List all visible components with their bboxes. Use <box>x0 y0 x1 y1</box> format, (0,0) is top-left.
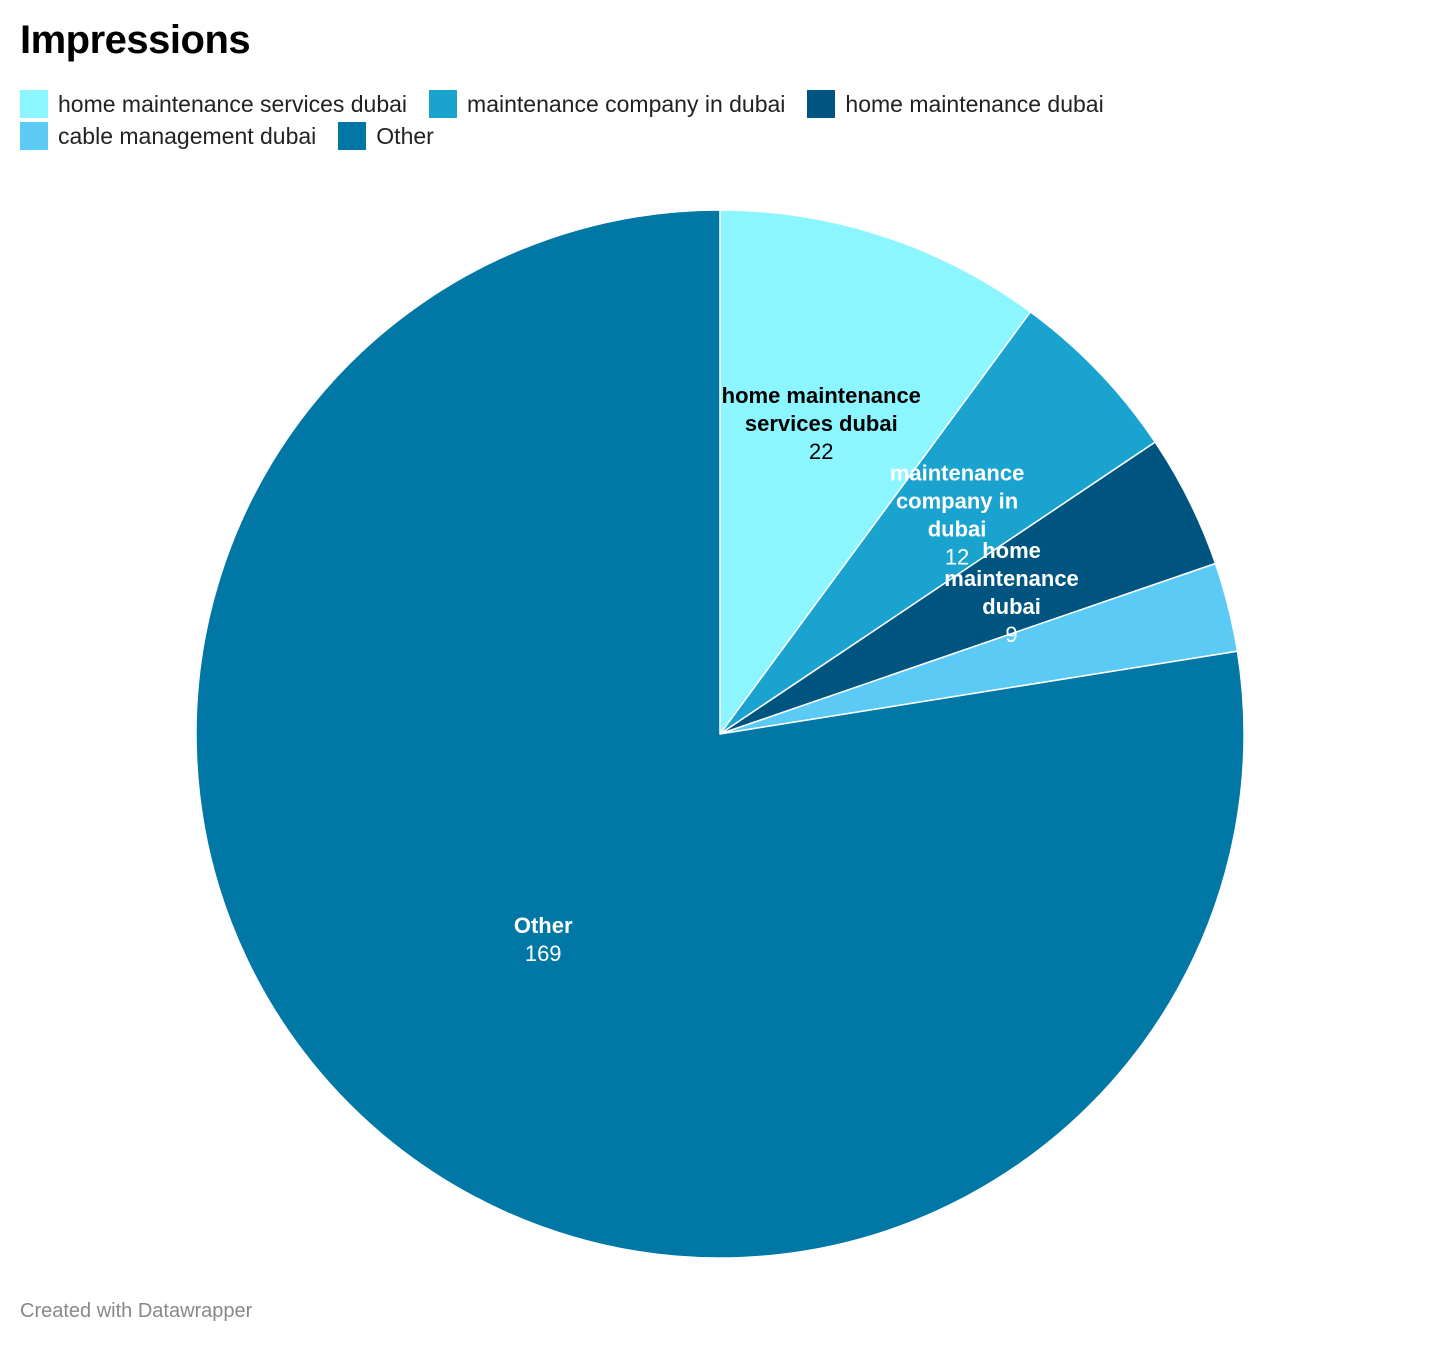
slice-label-maintenance-company-in-dubai: maintenance company in dubai 12 <box>890 460 1025 569</box>
legend-item-home-maintenance-dubai: home maintenance dubai <box>807 90 1104 118</box>
legend-item-home-maintenance-services-dubai: home maintenance services dubai <box>20 90 407 118</box>
pie-slice-other <box>195 209 1245 1259</box>
chart-title: Impressions <box>20 18 251 62</box>
slice-label-text: company in <box>896 488 1018 513</box>
slice-value-text: 9 <box>1005 622 1017 647</box>
legend-swatch <box>20 122 48 150</box>
slice-label-text: services dubai <box>745 411 898 436</box>
legend-label: Other <box>376 122 434 149</box>
legend-swatch <box>429 90 458 118</box>
legend-label: home maintenance dubai <box>845 90 1104 117</box>
slice-label-home-maintenance-dubai: home maintenance dubai 9 <box>944 538 1079 647</box>
slice-label-other: Other 169 <box>514 913 573 966</box>
footer-credit: Created with Datawrapper <box>20 1300 253 1322</box>
slice-label-text: home maintenance <box>722 383 921 408</box>
pie-slice-home-maintenance-services-dubai <box>719 209 1032 735</box>
legend: home maintenance services dubai maintena… <box>20 88 1420 152</box>
slice-label-text: maintenance <box>944 566 1079 591</box>
slice-label-text: maintenance <box>890 460 1025 485</box>
slice-label-text: home <box>982 538 1041 563</box>
slice-label-text: dubai <box>928 516 987 541</box>
legend-swatch <box>807 90 836 118</box>
legend-label: home maintenance services dubai <box>58 90 408 117</box>
slice-value-text: 169 <box>525 941 562 966</box>
legend-item-other: Other <box>338 122 434 150</box>
legend-row: home maintenance services dubai maintena… <box>20 88 1420 120</box>
slice-value-text: 12 <box>945 544 969 569</box>
slice-label-text: Other <box>514 913 573 938</box>
pie-slice-maintenance-company-in-dubai <box>719 311 1156 735</box>
legend-swatch <box>20 90 48 118</box>
legend-label: maintenance company in dubai <box>467 90 786 117</box>
slice-label-text: dubai <box>982 594 1041 619</box>
legend-row: cable management dubai Other <box>20 120 1420 152</box>
legend-item-cable-management-dubai: cable management dubai <box>20 122 316 150</box>
legend-label: cable management dubai <box>58 122 317 149</box>
slice-label-home-maintenance-services-dubai: home maintenance services dubai 22 <box>722 383 921 464</box>
slice-value-text: 22 <box>809 439 833 464</box>
legend-item-maintenance-company-in-dubai: maintenance company in dubai <box>429 90 785 118</box>
legend-swatch <box>338 122 367 150</box>
